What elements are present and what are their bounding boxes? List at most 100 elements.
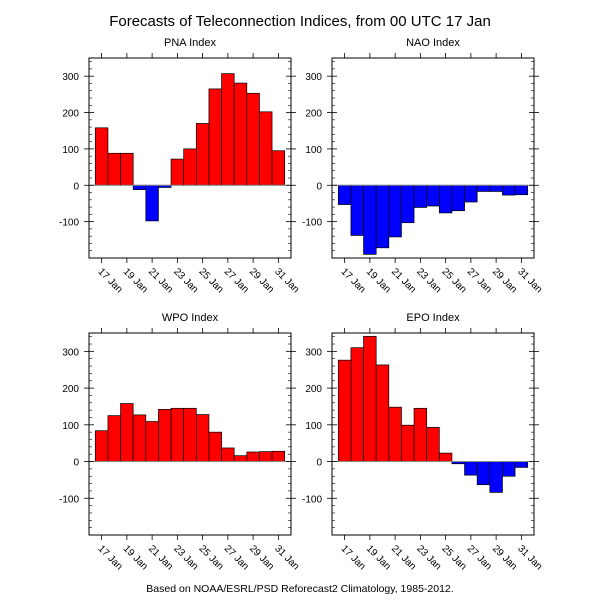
bar-25-jan [438, 184, 453, 214]
bar-30-jan [259, 111, 273, 186]
x-tick-label: 23 Jan [171, 543, 200, 572]
x-tick-label: 27 Jan [465, 266, 494, 295]
x-tick-label: 29 Jan [490, 266, 519, 295]
x-tick-label: 19 Jan [121, 266, 150, 295]
y-tick-label: 300 [62, 72, 79, 83]
plot-frame [331, 332, 535, 536]
y-tick-label: 300 [62, 347, 79, 358]
bar-19-jan [120, 403, 134, 462]
bar-23-jan [170, 407, 185, 462]
bar-21-jan [388, 184, 402, 238]
bar-28-jan [233, 455, 248, 462]
bar-20-jan [375, 184, 390, 249]
y-tick-label: -100 [302, 494, 322, 505]
x-tick-label: 23 Jan [171, 266, 200, 295]
bar-20-jan [132, 414, 147, 462]
x-tick-label: 25 Jan [197, 266, 226, 295]
bar-23-jan [170, 158, 185, 186]
bar-25-jan [438, 452, 453, 462]
bar-21-jan [388, 406, 402, 462]
x-tick-label: 27 Jan [222, 266, 251, 295]
bar-17-jan [94, 430, 109, 462]
bar-26-jan [208, 88, 222, 186]
bar-21-jan [145, 184, 159, 222]
bar-18-jan [350, 184, 364, 236]
x-tick-label: 31 Jan [272, 266, 301, 295]
x-tick-label: 21 Jan [389, 266, 418, 295]
bar-27-jan [464, 461, 478, 476]
bar-26-jan [208, 431, 222, 462]
x-tick-label: 25 Jan [440, 266, 469, 295]
bar-28-jan [476, 184, 491, 192]
plot-frame [88, 57, 292, 259]
x-tick-label: 29 Jan [247, 543, 276, 572]
y-tick-label: -100 [59, 218, 79, 229]
bar-28-jan [233, 82, 248, 186]
bar-17-jan [94, 127, 109, 186]
figure-title: Forecasts of Teleconnection Indices, fro… [109, 13, 491, 30]
y-tick-label: 100 [62, 421, 79, 432]
bar-23-jan [413, 184, 428, 208]
panel-title: PNA Index [164, 37, 216, 49]
x-tick-label: 27 Jan [222, 543, 251, 572]
x-tick-label: 31 Jan [515, 266, 544, 295]
bar-29-jan [246, 451, 260, 462]
x-tick-label: 25 Jan [197, 543, 226, 572]
x-tick-label: 21 Jan [389, 543, 418, 572]
y-tick-label: 0 [73, 458, 79, 469]
bar-30-jan [502, 461, 516, 477]
bar-19-jan [120, 152, 134, 186]
y-tick-label: 100 [62, 145, 79, 156]
bar-22-jan [401, 424, 415, 462]
bar-21-jan [145, 421, 159, 462]
bar-24-jan [183, 148, 197, 186]
panel-title: EPO Index [406, 312, 460, 324]
bar-29-jan [489, 184, 503, 192]
x-tick-label: 31 Jan [272, 543, 301, 572]
bar-17-jan [337, 359, 352, 462]
bar-31-jan [514, 461, 529, 468]
bar-22-jan [158, 409, 172, 462]
x-tick-label: 19 Jan [364, 543, 393, 572]
bar-18-jan [107, 415, 121, 462]
x-tick-label: 31 Jan [515, 543, 544, 572]
bar-24-jan [183, 407, 197, 462]
bar-30-jan [259, 451, 273, 462]
bar-25-jan [195, 414, 210, 462]
bar-20-jan [132, 184, 147, 190]
bar-31-jan [271, 150, 286, 186]
bar-30-jan [502, 184, 516, 196]
bar-29-jan [489, 461, 503, 493]
x-tick-label: 17 Jan [339, 543, 368, 572]
x-tick-label: 27 Jan [465, 543, 494, 572]
bar-26-jan [451, 184, 465, 212]
panel-title: NAO Index [406, 37, 460, 49]
y-tick-label: 0 [73, 181, 79, 192]
y-tick-label: -100 [59, 494, 79, 505]
x-tick-label: 19 Jan [121, 543, 150, 572]
y-tick-label: 0 [316, 458, 322, 469]
x-tick-label: 29 Jan [490, 543, 519, 572]
bar-18-jan [107, 152, 121, 186]
x-tick-label: 17 Jan [96, 543, 125, 572]
bar-27-jan [464, 184, 478, 203]
panel-title: WPO Index [162, 312, 219, 324]
y-tick-label: 100 [305, 421, 322, 432]
plot-frame [331, 57, 535, 259]
bar-19-jan [363, 184, 377, 255]
y-tick-label: 200 [305, 109, 322, 120]
x-tick-label: 25 Jan [440, 543, 469, 572]
x-tick-label: 21 Jan [146, 266, 175, 295]
bar-18-jan [350, 347, 364, 462]
x-tick-label: 17 Jan [339, 266, 368, 295]
x-tick-label: 19 Jan [364, 266, 393, 295]
y-tick-label: 300 [305, 72, 322, 83]
x-tick-label: 21 Jan [146, 543, 175, 572]
y-tick-label: 200 [305, 384, 322, 395]
y-tick-label: 300 [305, 347, 322, 358]
x-tick-label: 23 Jan [414, 266, 443, 295]
